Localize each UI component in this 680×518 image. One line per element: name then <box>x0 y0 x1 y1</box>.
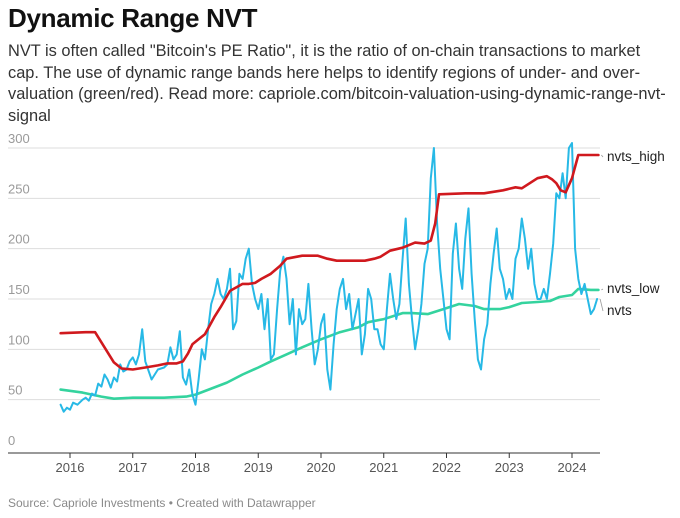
y-tick-label: 300 <box>8 131 30 146</box>
x-tick-label: 2017 <box>118 460 147 475</box>
x-tick-label: 2016 <box>56 460 85 475</box>
x-axis: 2016 2017 2018 2019 2020 2021 2022 2023 2024 <box>56 453 587 475</box>
label-leader-nvts_low <box>601 288 604 291</box>
y-tick-label: 250 <box>8 181 30 196</box>
y-tick-label: 0 <box>8 433 15 448</box>
x-tick-label: 2020 <box>307 460 336 475</box>
x-tick-label: 2022 <box>432 460 461 475</box>
chart-subtitle: NVT is often called "Bitcoin's PE Ratio"… <box>8 42 666 125</box>
source-footer: Source: Capriole Investments • Created w… <box>8 496 316 510</box>
y-tick-label: 150 <box>8 282 30 297</box>
series-line-nvts_high <box>59 153 600 371</box>
series-label-nvts: nvts <box>607 303 632 318</box>
chart-title: Dynamic Range NVT <box>8 3 258 33</box>
x-tick-label: 2021 <box>369 460 398 475</box>
x-tick-label: 2019 <box>244 460 273 475</box>
x-tick-label: 2018 <box>181 460 210 475</box>
series-lines <box>59 142 600 413</box>
series-label-nvts_high: nvts_high <box>607 149 665 164</box>
label-leader-nvts_high <box>601 154 604 158</box>
label-leader-nvts <box>599 298 604 312</box>
y-tick-label: 100 <box>8 332 30 347</box>
series-label-nvts_low: nvts_low <box>607 281 660 296</box>
series-line-nvts_low <box>59 287 600 400</box>
x-tick-label: 2023 <box>495 460 524 475</box>
x-tick-label: 2024 <box>558 460 587 475</box>
series-line-nvts <box>59 142 599 413</box>
y-tick-label: 50 <box>8 383 22 398</box>
y-axis: 0 50 100 150 200 250 300 <box>8 131 30 448</box>
y-tick-label: 200 <box>8 232 30 247</box>
grid-lines <box>8 147 600 454</box>
